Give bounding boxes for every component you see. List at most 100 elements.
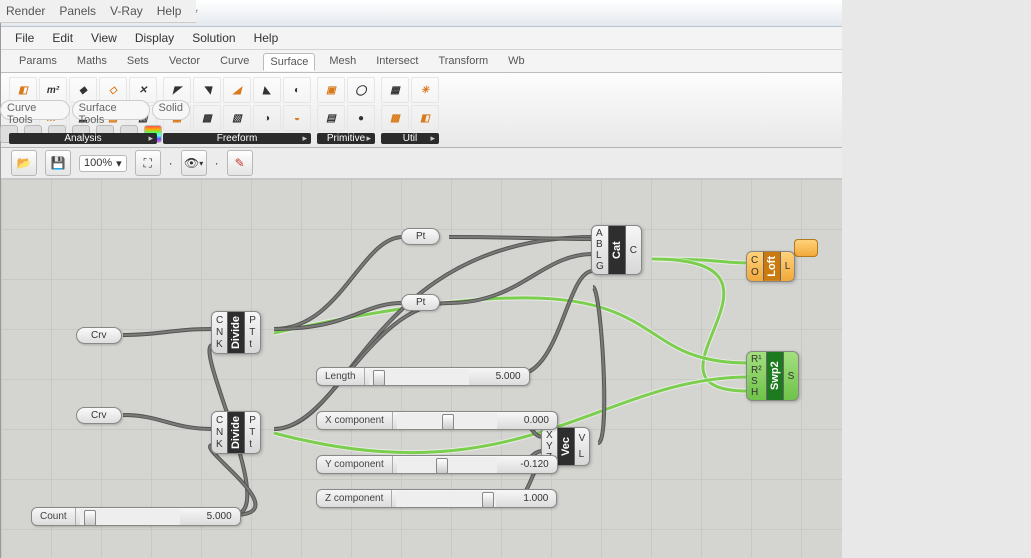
gh-tab[interactable]: Curve xyxy=(214,53,255,69)
ribbon-component-button[interactable]: ▤ xyxy=(317,105,345,131)
slider-track[interactable] xyxy=(397,457,497,473)
ribbon-component-button[interactable]: ◯ xyxy=(347,77,375,103)
slider-track[interactable] xyxy=(369,369,469,385)
slider-track[interactable] xyxy=(397,413,497,429)
rhino-menu-item[interactable]: V-Ray xyxy=(110,4,143,18)
gh-tab[interactable]: Wb xyxy=(502,53,531,69)
gh-menu-item[interactable]: Edit xyxy=(52,31,73,45)
input-port[interactable]: A xyxy=(596,228,604,239)
open-file-button[interactable]: 📂 xyxy=(11,150,37,176)
gh-menu-item[interactable]: Display xyxy=(135,31,174,45)
input-port[interactable]: B xyxy=(596,239,604,250)
output-port[interactable]: t xyxy=(249,339,256,350)
rhino-menu-item[interactable]: Render xyxy=(6,4,45,18)
gh-param-crv[interactable]: Crv xyxy=(76,407,122,424)
input-port[interactable]: L xyxy=(596,250,604,261)
gh-canvas[interactable]: CNKDividePTtCNKDividePTtABLGCatCXYZVecVL… xyxy=(1,179,842,558)
input-port[interactable]: X xyxy=(546,430,553,441)
rhino-menu-item[interactable]: Panels xyxy=(59,4,96,18)
preview-button[interactable]: 👁▾ xyxy=(181,150,207,176)
output-port[interactable]: L xyxy=(579,449,586,460)
output-port[interactable]: L xyxy=(785,261,791,272)
input-port[interactable]: R¹ xyxy=(751,354,762,365)
output-port[interactable]: V xyxy=(579,433,586,444)
output-port[interactable]: P xyxy=(249,415,256,426)
input-port[interactable]: N xyxy=(216,327,223,338)
ribbon-component-button[interactable]: ▩ xyxy=(193,105,221,131)
ribbon-group-label[interactable]: Freeform xyxy=(163,133,311,144)
rhino-tool-tab[interactable]: Surface Tools xyxy=(72,100,150,120)
ribbon-component-button[interactable]: ▣ xyxy=(317,77,345,103)
gh-tab-active[interactable]: Surface xyxy=(263,53,315,71)
gh-tab[interactable]: Vector xyxy=(163,53,206,69)
gh-tab[interactable]: Sets xyxy=(121,53,155,69)
slider-track[interactable] xyxy=(80,509,180,525)
input-port[interactable]: G xyxy=(596,261,604,272)
gh-slider[interactable]: Z component1.000 xyxy=(316,489,557,508)
ribbon-component-button[interactable]: ◒ xyxy=(283,105,311,131)
output-port[interactable]: S xyxy=(788,371,795,382)
rhino-menu-item[interactable]: Help xyxy=(157,4,182,18)
output-port[interactable]: t xyxy=(249,439,256,450)
ribbon-component-button[interactable]: ▧ xyxy=(223,105,251,131)
ribbon-component-button[interactable]: ◑ xyxy=(253,105,281,131)
gh-menu-item[interactable]: Solution xyxy=(192,31,235,45)
ribbon-group-label[interactable]: Analysis xyxy=(9,133,157,144)
input-port[interactable]: K xyxy=(216,339,223,350)
input-port[interactable]: O xyxy=(751,267,759,278)
gh-component-cat[interactable]: ABLGCatC xyxy=(591,225,642,275)
slider-thumb[interactable] xyxy=(84,510,96,526)
input-port[interactable]: S xyxy=(751,376,762,387)
gh-tab[interactable]: Mesh xyxy=(323,53,362,69)
slider-track[interactable] xyxy=(396,491,496,507)
output-port[interactable]: P xyxy=(249,315,256,326)
ribbon-group-label[interactable]: Util xyxy=(381,133,439,144)
gh-slider[interactable]: Length5.000 xyxy=(316,367,530,386)
input-port[interactable]: C xyxy=(751,255,759,266)
rhino-tool-tab[interactable]: Solid xyxy=(152,100,190,120)
sketch-button[interactable]: ✎ xyxy=(227,150,253,176)
ribbon-component-button[interactable]: ▩ xyxy=(381,105,409,131)
gh-param-crv[interactable]: Crv xyxy=(76,327,122,344)
input-port[interactable]: C xyxy=(216,415,223,426)
ribbon-group-label[interactable]: Primitive xyxy=(317,133,375,144)
ribbon-component-button[interactable]: ✳ xyxy=(411,77,439,103)
gh-slider[interactable]: Count5.000 xyxy=(31,507,241,526)
slider-thumb[interactable] xyxy=(482,492,494,508)
gh-component-swp2[interactable]: R¹R²SHSwp2S xyxy=(746,351,799,401)
input-port[interactable]: C xyxy=(216,315,223,326)
gh-component-divide[interactable]: CNKDividePTt xyxy=(211,411,261,454)
output-port[interactable]: T xyxy=(249,327,256,338)
ribbon-component-button[interactable]: ◐ xyxy=(283,77,311,103)
ribbon-component-button[interactable]: ◥ xyxy=(193,77,221,103)
input-port[interactable]: Y xyxy=(546,441,553,452)
output-port[interactable]: C xyxy=(630,245,637,256)
ribbon-component-button[interactable]: ● xyxy=(347,105,375,131)
gh-tab[interactable]: Maths xyxy=(71,53,113,69)
slider-thumb[interactable] xyxy=(442,414,454,430)
gh-tab[interactable]: Transform xyxy=(432,53,494,69)
gh-slider[interactable]: X component0.000 xyxy=(316,411,558,430)
gh-param-pt[interactable]: Pt xyxy=(401,228,440,245)
ribbon-component-button[interactable]: ◣ xyxy=(253,77,281,103)
output-port[interactable]: T xyxy=(249,427,256,438)
gh-component-loft[interactable]: COLoftL xyxy=(746,251,795,282)
slider-thumb[interactable] xyxy=(373,370,385,386)
rhino-tool-tab[interactable]: Curve Tools xyxy=(0,100,70,120)
input-port[interactable]: N xyxy=(216,427,223,438)
ribbon-component-button[interactable]: ◧ xyxy=(411,105,439,131)
input-port[interactable]: R² xyxy=(751,365,762,376)
gh-param-pt[interactable]: Pt xyxy=(401,294,440,311)
input-port[interactable]: K xyxy=(216,439,223,450)
zoom-fit-button[interactable]: ⛶ xyxy=(135,150,161,176)
gh-menu-item[interactable]: Help xyxy=(254,31,279,45)
input-port[interactable]: H xyxy=(751,387,762,398)
ribbon-component-button[interactable]: ◢ xyxy=(223,77,251,103)
gh-menu-item[interactable]: View xyxy=(91,31,117,45)
gh-menu-item[interactable]: File xyxy=(15,31,34,45)
ribbon-component-button[interactable]: ▦ xyxy=(381,77,409,103)
save-button[interactable]: 💾 xyxy=(45,150,71,176)
zoom-dropdown[interactable]: 100%▾ xyxy=(79,155,127,172)
slider-thumb[interactable] xyxy=(436,458,448,474)
gh-tab[interactable]: Intersect xyxy=(370,53,424,69)
